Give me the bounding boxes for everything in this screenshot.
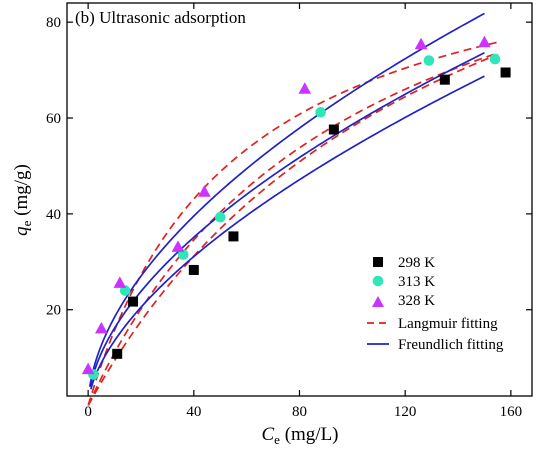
point-298k (500, 67, 511, 78)
point-328k (414, 37, 428, 50)
point-328k (198, 185, 211, 197)
freundlich-curve-298k (89, 75, 485, 390)
x-tick-label: 0 (84, 404, 92, 420)
point-298k (228, 231, 239, 242)
point-298k (439, 74, 450, 85)
point-328k (81, 362, 95, 375)
point-328k (95, 321, 108, 334)
point-313k (177, 249, 189, 260)
langmuir-curve-298k (87, 53, 498, 406)
x-tick-label: 40 (186, 404, 201, 420)
legend-label-328k: 328 K (398, 293, 435, 309)
point-313k (315, 106, 326, 118)
x-axis-ticks: 0 40 80 120 160 (84, 3, 522, 420)
legend-label-langmuir: Langmuir fitting (398, 316, 498, 332)
langmuir-curve-313k (87, 52, 498, 406)
y-tick-label: 80 (46, 15, 61, 31)
chart-title: (b) Ultrasonic adsorption (75, 8, 246, 27)
legend-label-freundlich: Freundlich fitting (398, 337, 504, 353)
y-tick-label: 20 (46, 303, 61, 319)
point-298k (128, 296, 139, 307)
legend-label-313k: 313 K (398, 274, 435, 290)
x-tick-label: 120 (394, 404, 417, 420)
freundlich-curve-313k (89, 52, 485, 387)
legend-marker-313k (372, 275, 384, 287)
legend-label-298k: 298 K (398, 255, 435, 271)
point-328k (298, 82, 312, 94)
legend-marker-328k (372, 296, 384, 307)
y-axis-ticks: 20 40 60 80 (46, 15, 532, 319)
x-axis-label: Ce (mg/L) (261, 424, 338, 447)
point-313k (214, 211, 226, 223)
point-298k (188, 264, 199, 275)
freundlich-curve-328k (88, 12, 485, 387)
y-tick-label: 60 (46, 111, 61, 127)
point-328k (113, 276, 127, 288)
point-328k (171, 240, 185, 252)
x-tick-label: 80 (292, 404, 307, 420)
point-328k (478, 35, 491, 48)
legend: 298 K 313 K 328 K Langmuir fitting Freun… (367, 255, 504, 353)
x-tick-label: 160 (500, 404, 523, 420)
point-298k (112, 348, 123, 359)
y-tick-label: 40 (46, 207, 61, 223)
y-axis-label: qe (mg/g) (11, 164, 34, 236)
point-313k (119, 285, 131, 296)
data-points (81, 35, 511, 380)
point-313k (423, 55, 435, 66)
point-313k (489, 53, 501, 65)
legend-marker-298k (373, 257, 383, 267)
point-298k (328, 124, 339, 135)
